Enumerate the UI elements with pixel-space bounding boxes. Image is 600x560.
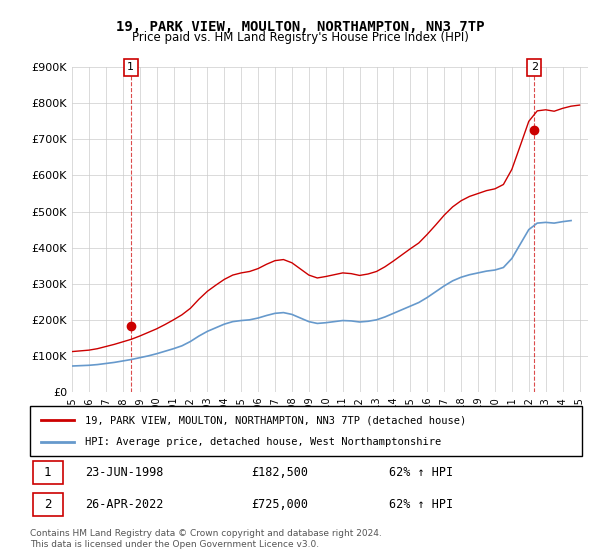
Text: 1: 1 — [44, 466, 52, 479]
Text: £182,500: £182,500 — [251, 466, 308, 479]
Text: 1: 1 — [127, 62, 134, 72]
Text: 23-JUN-1998: 23-JUN-1998 — [85, 466, 164, 479]
Text: 26-APR-2022: 26-APR-2022 — [85, 498, 164, 511]
Text: Contains HM Land Registry data © Crown copyright and database right 2024.
This d: Contains HM Land Registry data © Crown c… — [30, 529, 382, 549]
Text: £725,000: £725,000 — [251, 498, 308, 511]
FancyBboxPatch shape — [30, 406, 582, 456]
Text: 19, PARK VIEW, MOULTON, NORTHAMPTON, NN3 7TP (detached house): 19, PARK VIEW, MOULTON, NORTHAMPTON, NN3… — [85, 415, 466, 425]
Text: 19, PARK VIEW, MOULTON, NORTHAMPTON, NN3 7TP: 19, PARK VIEW, MOULTON, NORTHAMPTON, NN3… — [116, 20, 484, 34]
Text: Price paid vs. HM Land Registry's House Price Index (HPI): Price paid vs. HM Land Registry's House … — [131, 31, 469, 44]
FancyBboxPatch shape — [33, 493, 63, 516]
Text: 2: 2 — [44, 498, 52, 511]
Text: HPI: Average price, detached house, West Northamptonshire: HPI: Average price, detached house, West… — [85, 437, 442, 447]
FancyBboxPatch shape — [33, 461, 63, 484]
Text: 62% ↑ HPI: 62% ↑ HPI — [389, 498, 453, 511]
Text: 2: 2 — [530, 62, 538, 72]
Text: 62% ↑ HPI: 62% ↑ HPI — [389, 466, 453, 479]
